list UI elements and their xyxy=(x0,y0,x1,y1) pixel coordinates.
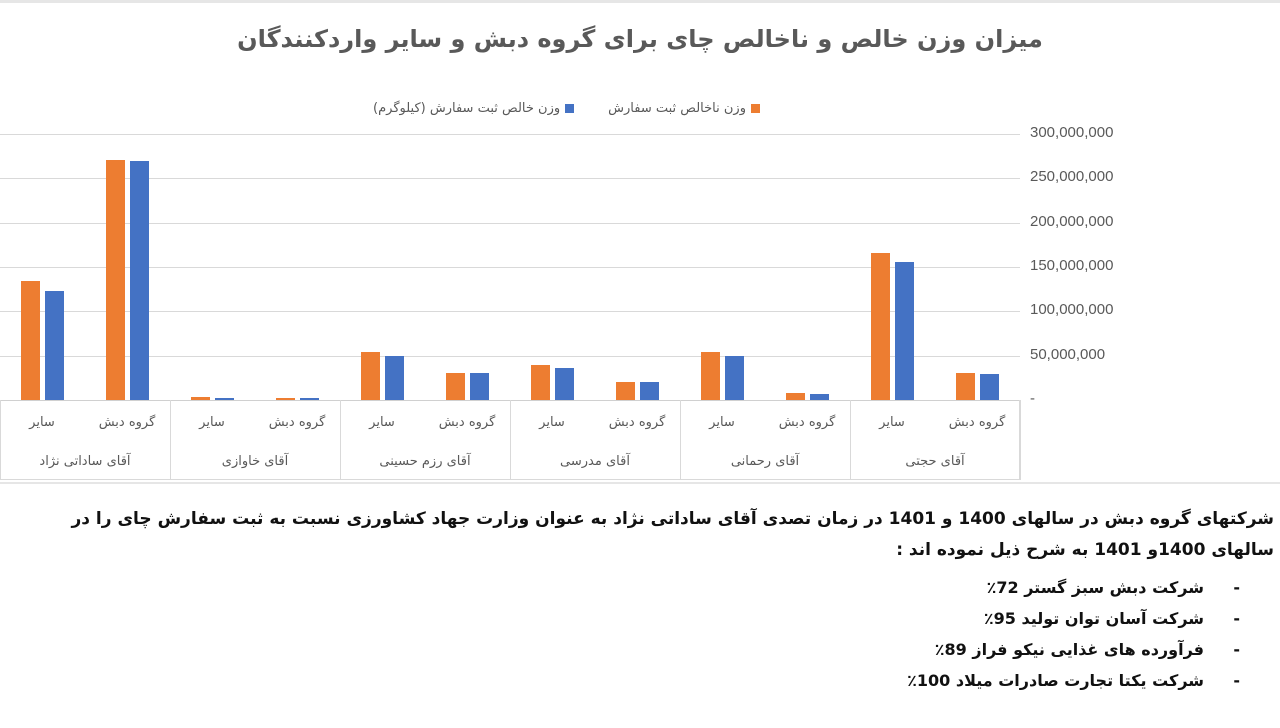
bar-net-weight xyxy=(555,368,574,400)
y-axis-tick-label: 200,000,000 xyxy=(1030,212,1114,230)
sub-label-dabsh: گروه دبش xyxy=(98,415,156,430)
sub-label-dabsh: گروه دبش xyxy=(948,415,1006,430)
company-label: شرکت دبش سبز گستر 72٪ xyxy=(986,578,1204,597)
bar-gross-weight xyxy=(446,372,465,400)
group-label: آقای رزم حسینی xyxy=(379,454,471,469)
group-label: آقای خاوازی xyxy=(221,454,289,469)
sub-label-dabsh: گروه دبش xyxy=(438,415,496,430)
dash-bullet-icon: - xyxy=(1233,578,1240,597)
bar-gross-weight xyxy=(616,382,635,400)
bar-net-weight xyxy=(215,397,234,400)
bar-net-weight xyxy=(45,290,64,400)
group-separator xyxy=(850,400,851,480)
sub-label-other: سایر xyxy=(29,415,55,430)
group-label: آقای مدرسی xyxy=(560,454,630,469)
group-label: آقای ساداتی نژاد xyxy=(39,454,131,469)
sub-label-dabsh: گروه دبش xyxy=(268,415,326,430)
y-axis-tick-label: 300,000,000 xyxy=(1030,124,1114,141)
bar-net-weight xyxy=(385,355,404,400)
company-list: - شرکت دبش سبز گستر 72٪ - شرکت آسان توان ت… xyxy=(0,572,1280,696)
group-separator xyxy=(680,400,681,480)
group-separator xyxy=(340,400,341,480)
sub-label-dabsh: گروه دبش xyxy=(608,415,666,430)
gridline xyxy=(0,134,1020,135)
company-label: شرکت یکتا تجارت صادرات میلاد 100٪ xyxy=(907,671,1204,690)
chart-legend: وزن ناخالص ثبت سفارش وزن خالص ثبت سفارش … xyxy=(360,97,760,119)
bar-gross-weight xyxy=(701,352,720,400)
sub-label-other: سایر xyxy=(539,415,565,430)
bar-gross-weight xyxy=(276,398,295,400)
sub-label-dabsh: گروه دبش xyxy=(778,415,836,430)
legend-item-net-weight: وزن خالص ثبت سفارش (کیلوگرم) xyxy=(373,100,575,116)
chart-container: میزان وزن خالص و ناخالص چای برای گروه دب… xyxy=(0,0,1280,484)
bar-gross-weight xyxy=(21,281,40,400)
bar-net-weight xyxy=(725,355,744,400)
summary-text: شرکتهای گروه دبش در سالهای 1400 و 1401 د… xyxy=(0,496,1280,696)
plot-area: 300,000,000 250,000,000 200,000,000 150,000… xyxy=(0,3,1280,487)
list-item: - شرکت آسان توان تولید 95٪ xyxy=(0,603,1240,634)
list-item: - فرآورده های غذایی نیکو فراز 89٪ xyxy=(0,634,1240,665)
y-axis-tick-label: 100,000,000 xyxy=(1030,301,1114,319)
company-label: شرکت آسان توان تولید 95٪ xyxy=(983,609,1204,628)
y-axis-tick-label: 50,000,000 xyxy=(1030,345,1106,363)
legend-label: وزن ناخالص ثبت سفارش xyxy=(608,100,746,116)
legend-swatch-orange-icon xyxy=(751,103,760,113)
gridline xyxy=(0,178,1020,180)
gridline xyxy=(0,355,1020,357)
y-axis-tick-label: 250,000,000 xyxy=(1030,168,1114,186)
axis-right-border xyxy=(1019,400,1020,480)
group-label: آقای رحمانی xyxy=(730,454,800,469)
legend-swatch-blue-icon xyxy=(565,103,575,113)
y-axis-tick-label: 150,000,000 xyxy=(1030,257,1114,274)
bar-gross-weight xyxy=(786,392,805,400)
bar-net-weight xyxy=(980,374,999,400)
legend-label: وزن خالص ثبت سفارش (کیلوگرم) xyxy=(373,100,561,116)
group-separator xyxy=(170,400,171,480)
sub-label-other: سایر xyxy=(369,415,395,430)
gridline xyxy=(0,311,1020,313)
sub-label-other: سایر xyxy=(879,415,905,430)
x-axis-bottom xyxy=(0,479,1020,480)
company-label: فرآورده های غذایی نیکو فراز 89٪ xyxy=(934,640,1204,659)
dash-bullet-icon: - xyxy=(1233,640,1240,659)
bar-net-weight xyxy=(640,382,659,400)
bar-gross-weight xyxy=(106,159,125,400)
dash-bullet-icon: - xyxy=(1233,671,1240,690)
gridline xyxy=(0,267,1020,268)
dash-bullet-icon: - xyxy=(1233,609,1240,628)
bar-net-weight xyxy=(470,373,489,400)
list-item: - شرکت دبش سبز گستر 72٪ xyxy=(0,572,1240,603)
bar-net-weight xyxy=(130,160,149,400)
bar-net-weight xyxy=(810,393,829,400)
bar-gross-weight xyxy=(191,397,210,400)
bar-gross-weight xyxy=(956,372,975,400)
bar-gross-weight xyxy=(871,252,890,400)
group-separator xyxy=(1020,400,1021,480)
chart-title: میزان وزن خالص و ناخالص چای برای گروه دب… xyxy=(237,25,1043,53)
list-item: - شرکت یکتا تجارت صادرات میلاد 100٪ xyxy=(0,665,1240,696)
bar-gross-weight xyxy=(361,352,380,400)
y-axis-tick-label: - xyxy=(1030,390,1035,407)
group-separator xyxy=(0,400,1,480)
gridline xyxy=(0,222,1020,224)
group-separator xyxy=(510,400,511,480)
summary-paragraph: شرکتهای گروه دبش در سالهای 1400 و 1401 د… xyxy=(71,509,1274,560)
bar-gross-weight xyxy=(531,365,550,400)
sub-label-other: سایر xyxy=(199,415,225,430)
sub-label-other: سایر xyxy=(709,415,735,430)
bar-net-weight xyxy=(300,398,319,400)
legend-item-gross-weight: وزن ناخالص ثبت سفارش xyxy=(608,101,760,116)
group-label: آقای حجتی xyxy=(905,454,965,469)
bar-net-weight xyxy=(895,261,914,400)
